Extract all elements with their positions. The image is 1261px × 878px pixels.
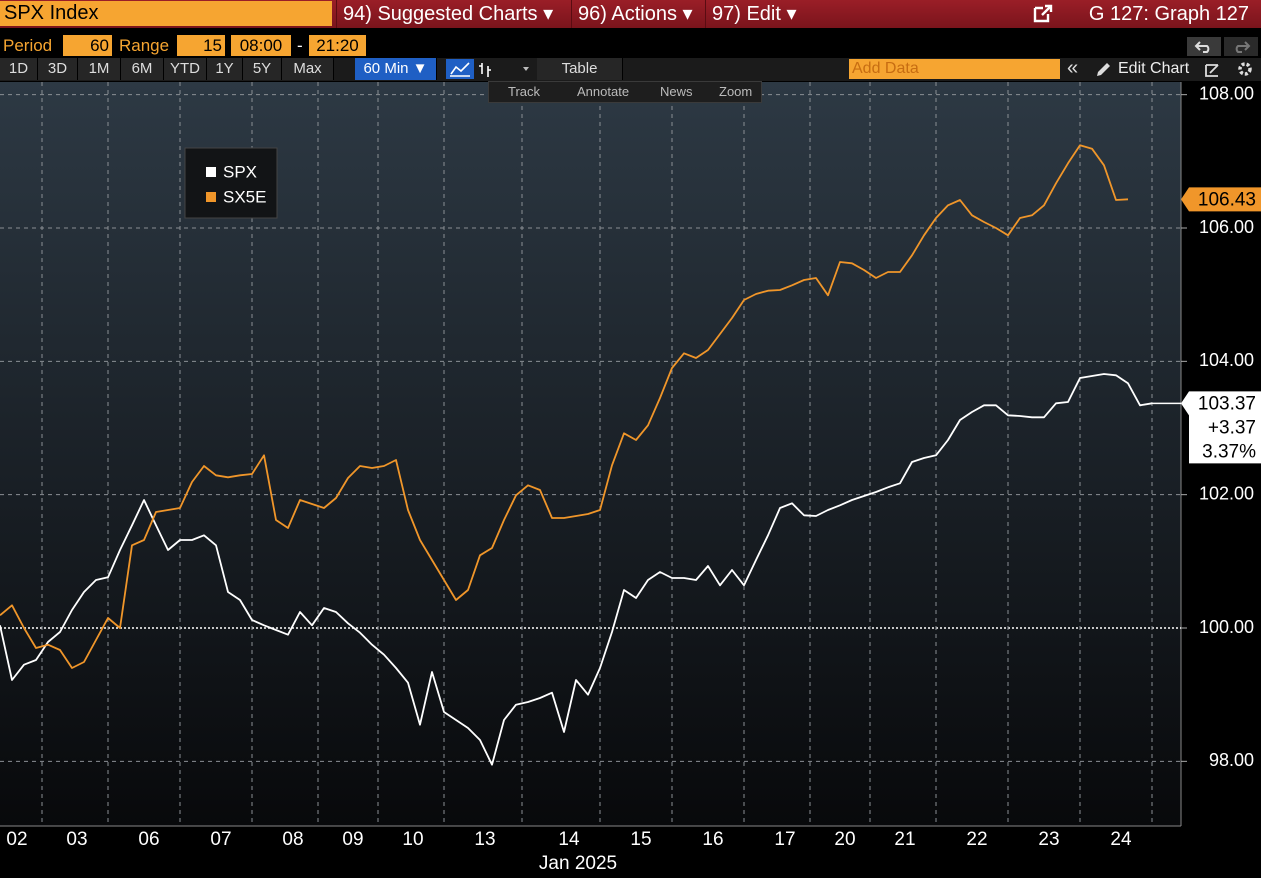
range-button[interactable]: 5Y (243, 58, 282, 80)
chart: Jan 2025 98.00 100.00 102.00 104.00 106.00 10… (0, 82, 1261, 874)
legend-swatch (206, 167, 216, 177)
table-button[interactable]: Table (537, 58, 623, 80)
x-tick-label: 02 (6, 829, 27, 850)
collapse-button[interactable]: « (1067, 57, 1079, 79)
y-tick-label: 98.00 (1209, 750, 1254, 770)
x-tick-label: 23 (1038, 829, 1059, 850)
range-button[interactable]: 1Y (207, 58, 243, 80)
range-button[interactable]: 3D (38, 58, 78, 80)
last-value-label: 103.37 (1198, 393, 1256, 414)
range-button[interactable]: 6M (121, 58, 164, 80)
range-button[interactable]: Max (282, 58, 334, 80)
window-title: G 127: Graph 127 (1088, 3, 1249, 25)
last-value-box (1181, 391, 1261, 464)
security-field[interactable]: SPX Index (0, 1, 332, 26)
settings-icons[interactable] (1202, 59, 1260, 80)
x-tick-label: 14 (558, 829, 580, 850)
x-axis-label: Jan 2025 (539, 853, 617, 874)
edit-chart-button[interactable]: Edit Chart (1118, 60, 1190, 77)
last-value-label: 3.37% (1202, 441, 1256, 462)
menu[interactable]: 96) Actions ▾ (571, 0, 693, 28)
series-line (0, 144, 1129, 669)
legend-label: SPX (223, 162, 257, 181)
last-value-label: 106.43 (1198, 189, 1256, 210)
y-tick-label: 104.00 (1199, 350, 1254, 370)
menu[interactable]: 94) Suggested Charts ▾ (336, 0, 553, 28)
range-input[interactable]: 15 (177, 35, 225, 56)
x-tick-label: 08 (282, 829, 303, 850)
series-line (0, 373, 1153, 766)
end-input[interactable]: 21:20 (309, 35, 366, 56)
chart-tools (488, 81, 762, 103)
x-tick-label: 22 (966, 829, 987, 850)
x-tick-label: 16 (702, 829, 723, 850)
separator: - (297, 36, 303, 55)
chart-type-icons[interactable] (444, 58, 536, 80)
range-label: Range (119, 36, 170, 55)
x-tick-label: 24 (1110, 829, 1132, 850)
start-input[interactable]: 08:00 (231, 35, 291, 56)
chart-tool[interactable]: News (660, 84, 693, 99)
chart-tool[interactable]: Zoom (719, 84, 753, 99)
edit-icon (1097, 63, 1110, 76)
x-tick-label: 03 (66, 829, 87, 850)
range-button[interactable]: YTD (164, 58, 207, 80)
chart-tool[interactable]: Track (508, 84, 541, 99)
chart-tool[interactable]: Annotate (577, 84, 630, 99)
popout-icon[interactable] (1032, 4, 1054, 24)
x-tick-label: 09 (342, 829, 363, 850)
x-tick-label: 07 (210, 829, 231, 850)
y-tick-label: 106.00 (1199, 217, 1254, 237)
legend-label: SX5E (223, 187, 266, 206)
legend-box (184, 147, 278, 219)
plot-area (0, 82, 1181, 826)
x-tick-label: 17 (774, 829, 795, 850)
period-input[interactable]: 60 (63, 35, 112, 56)
undo-redo[interactable] (1187, 37, 1259, 56)
last-value-box (1181, 187, 1261, 212)
x-tick-label: 13 (474, 829, 495, 850)
x-tick-label: 06 (138, 829, 159, 850)
y-tick-label: 108.00 (1199, 83, 1254, 103)
legend-swatch (206, 192, 216, 202)
range-button[interactable]: 1M (78, 58, 121, 80)
x-tick-label: 21 (894, 829, 915, 850)
period-label: Period (3, 36, 53, 55)
range-button[interactable]: 1D (0, 58, 38, 80)
interval-button[interactable]: 60 Min ▼ (355, 58, 437, 80)
y-tick-label: 100.00 (1199, 617, 1254, 637)
y-tick-label: 102.00 (1199, 483, 1254, 503)
last-value-label: +3.37 (1208, 417, 1256, 438)
menu[interactable]: 97) Edit ▾ (705, 0, 797, 28)
add-data-input[interactable]: Add Data (849, 59, 1060, 79)
x-tick-label: 20 (834, 829, 855, 850)
x-tick-label: 10 (402, 829, 423, 850)
x-tick-label: 15 (630, 829, 651, 850)
